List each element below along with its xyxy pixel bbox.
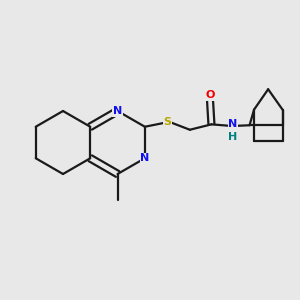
Text: N: N [228,119,238,129]
Text: N: N [113,106,122,116]
Text: O: O [205,90,214,100]
Text: S: S [163,117,171,127]
Text: H: H [228,132,238,142]
Text: N: N [140,153,149,163]
